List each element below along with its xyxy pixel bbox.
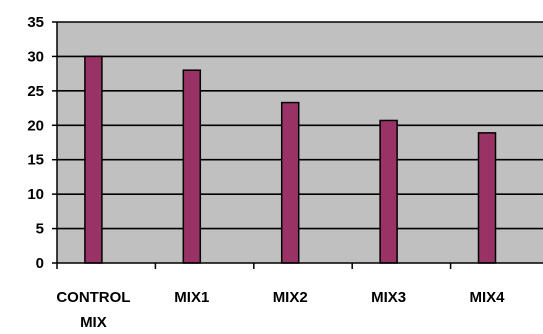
bar-mix3 [379, 119, 398, 264]
x-tick-labels: CONTROL MIX MIX1 MIX2 MIX3 MIX4 [56, 289, 505, 331]
plot-area [57, 22, 543, 263]
y-tick-label-25: 25 [27, 83, 44, 100]
y-tick-label-30: 30 [27, 48, 44, 65]
bar-mix2 [280, 101, 300, 264]
x-tick-label-mix3: MIX3 [371, 289, 406, 306]
x-tick-label-control: CONTROL [56, 289, 130, 306]
y-tick-label-10: 10 [27, 186, 44, 203]
y-tick-label-15: 15 [27, 152, 44, 169]
bar-mix1 [182, 69, 202, 264]
axes [52, 21, 543, 269]
x-tick-label-mix2: MIX2 [273, 289, 308, 306]
y-tick-label-5: 5 [36, 221, 44, 238]
bar-control-mix [84, 55, 103, 264]
x-tick-label-mix1: MIX1 [174, 289, 209, 306]
bars [84, 55, 497, 264]
x-tick-label-mix4: MIX4 [470, 289, 506, 306]
y-tick-label-35: 35 [27, 14, 44, 31]
gridlines [57, 21, 543, 230]
bar-mix4 [477, 132, 497, 264]
y-tick-label-0: 0 [36, 255, 44, 272]
y-tick-label-20: 20 [27, 117, 44, 134]
x-tick-label-mix: MIX [80, 314, 107, 331]
y-tick-labels: 0 5 10 15 20 25 30 35 [27, 14, 44, 272]
